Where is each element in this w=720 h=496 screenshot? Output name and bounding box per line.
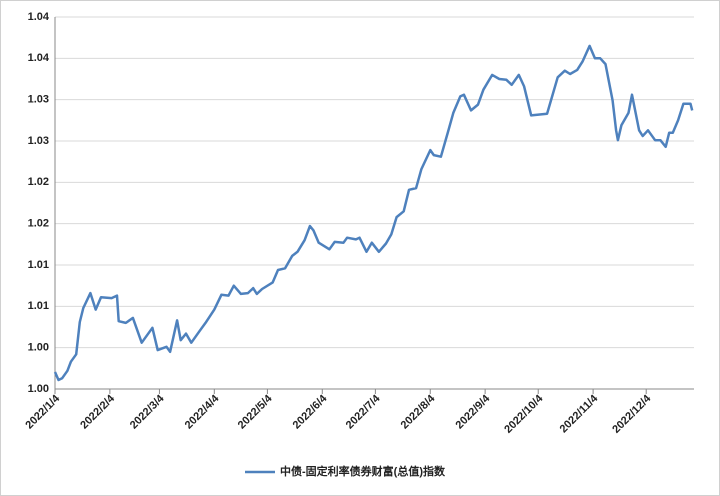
y-tick-label: 1.01 [28, 300, 49, 312]
y-tick-label: 1.01 [28, 259, 49, 271]
series-line [53, 44, 694, 382]
y-tick-label: 1.02 [28, 218, 49, 230]
y-tick-label: 1.03 [28, 94, 49, 106]
y-tick-label: 1.04 [28, 11, 50, 23]
y-tick-label: 1.04 [28, 52, 50, 64]
y-tick-label: 1.03 [28, 135, 49, 147]
y-tick-label: 1.02 [28, 176, 49, 188]
legend-label: 中债-固定利率债券财富(总值)指数 [280, 464, 446, 478]
y-tick-label: 1.00 [28, 342, 49, 354]
y-tick-label: 1.00 [28, 383, 49, 395]
